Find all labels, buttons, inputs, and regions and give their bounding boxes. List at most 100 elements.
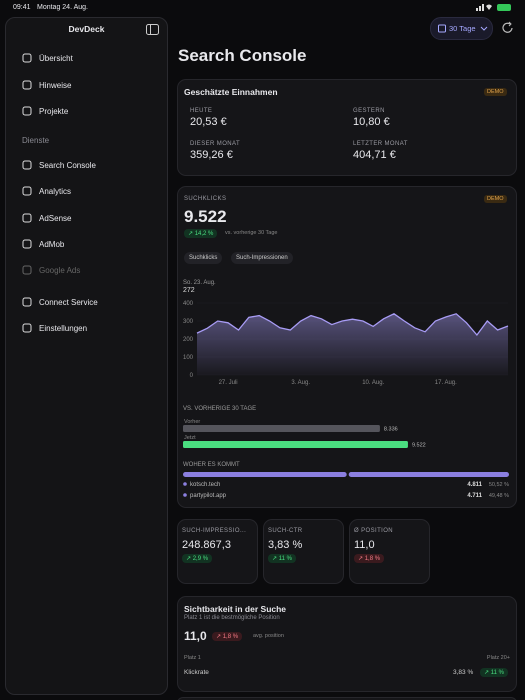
x-tick-label: 3. Aug. <box>291 380 310 386</box>
nav-icon <box>22 53 32 63</box>
icon-shape <box>22 53 32 63</box>
tooltip-date: So. 23. Aug. <box>183 280 216 286</box>
section-title: WOHER ES KOMMT <box>183 462 240 468</box>
nav-icon <box>22 265 32 275</box>
arrow: ↗ <box>188 231 195 237</box>
tab[interactable]: Suchklicks <box>184 252 223 264</box>
nav-label: Hinweise <box>39 80 72 90</box>
share-bar <box>348 472 509 477</box>
nav-item[interactable]: AdSense <box>14 211 159 226</box>
y-tick-label: 300 <box>183 319 194 325</box>
change-note: vs. vorherige 30 Tage <box>225 230 278 236</box>
range-icons <box>438 24 488 33</box>
nav-label: Analytics <box>39 187 72 197</box>
range-picker[interactable]: 30 Tage <box>430 17 493 40</box>
icon-shape <box>22 265 32 275</box>
nav-item[interactable]: Hinweise <box>14 78 159 93</box>
clicks-total: 9.522 <box>184 207 227 226</box>
metric-label: GESTERN <box>353 108 385 114</box>
tooltip-value: 272 <box>183 287 195 294</box>
x-tick-label: 17. Aug. <box>435 380 457 386</box>
metric-value: 359,26 € <box>190 149 233 161</box>
metric-value: 20,53 € <box>190 116 227 128</box>
kpi-badge: ↗ 11 % <box>268 554 296 563</box>
change-value: 1,8 % <box>364 556 381 562</box>
change-badge: ↗ 14,2 % <box>184 229 218 238</box>
sidebar: DevDeck Übersicht Hinweise Projekte Dienste… <box>5 17 168 695</box>
clicks-label: SUCHKLICKS <box>184 196 227 202</box>
source-name: partypilot.app <box>190 493 227 499</box>
nav-label: AdMob <box>39 239 65 249</box>
refresh-button[interactable] <box>501 21 515 35</box>
kpi-value: 3,83 % <box>268 539 303 551</box>
position-value: 11,0 <box>184 629 207 643</box>
nav-item[interactable]: Projekte <box>14 104 159 119</box>
legend-dot <box>183 493 187 497</box>
change-badge: ↗ 1,8 % <box>212 632 243 641</box>
card-subtitle: Platz 1 ist die bestmögliche Position <box>184 615 280 621</box>
kpi-card: SUCH-IMPRESSIO... 248.867,3 ↗ 2,9 % <box>177 519 258 584</box>
arrow: ↗ <box>484 670 491 676</box>
range-label: 30 Tage <box>449 24 476 33</box>
status-time: 09:41 <box>13 4 31 11</box>
kpi-value: 248.867,3 <box>182 539 231 551</box>
change-value: 11 % <box>278 556 292 562</box>
demo-badge: DEMO <box>484 195 507 203</box>
nav-icon <box>22 186 32 196</box>
y-tick-label: 100 <box>183 355 194 361</box>
nav-label: Connect Service <box>39 298 98 307</box>
change-value: 1,8 % <box>222 634 239 640</box>
change-value: 2,9 % <box>192 556 209 562</box>
source-name: kotsch.tech <box>190 482 220 488</box>
nav-item[interactable]: Connect Service <box>14 295 159 310</box>
kpi-label: SUCH-IMPRESSIO... <box>182 528 247 534</box>
x-tick-label: 10. Aug. <box>362 380 384 386</box>
page-title: Search Console <box>178 46 307 65</box>
nav-label: Projekte <box>39 107 69 116</box>
status-date: Montag 24. Aug. <box>37 4 88 11</box>
sidebar-toggle[interactable] <box>146 24 159 35</box>
change-value: 11 % <box>490 670 504 676</box>
source-share: 49,48 % <box>489 493 509 499</box>
tab[interactable]: Such-Impressionen <box>231 252 293 264</box>
kpi-label: Ø POSITION <box>354 528 394 534</box>
icon-shape <box>22 106 32 116</box>
demo-badge: DEMO <box>484 88 507 96</box>
metric-value: 404,71 € <box>353 149 396 161</box>
arrow: ↗ <box>186 556 193 562</box>
nav-label: Search Console <box>39 161 96 170</box>
source-value: 4.811 <box>467 482 482 488</box>
section-label: Dienste <box>22 136 50 145</box>
icon-shape <box>22 297 32 307</box>
nav-item[interactable]: Einstellungen <box>14 321 159 336</box>
icon-shape <box>22 323 32 333</box>
nav-item[interactable]: Übersicht <box>14 51 159 66</box>
nav-label: Google Ads <box>39 266 81 276</box>
icon-shape <box>22 239 32 249</box>
kpi-card: Ø POSITION 11,0 ↗ 1,8 % <box>349 519 430 584</box>
nav-item[interactable]: AdMob <box>14 237 159 252</box>
card-title: Sichtbarkeit in der Suche <box>184 604 287 614</box>
visibility-card: Sichtbarkeit in der Suche Platz 1 ist di… <box>177 596 517 692</box>
ctr-value: 3,83 % <box>453 669 474 676</box>
arrow: ↗ <box>216 634 223 640</box>
nav-icon <box>22 160 32 170</box>
nav-item[interactable]: Search Console <box>14 158 159 173</box>
nav-label: AdSense <box>39 213 72 223</box>
nav-icon <box>22 323 32 333</box>
icon-shape <box>22 213 32 223</box>
position-note: avg. position <box>253 633 284 639</box>
app-title: DevDeck <box>68 24 105 34</box>
nav-item[interactable]: Analytics <box>14 184 159 199</box>
metric-value: 10,80 € <box>353 116 390 128</box>
kpi-value: 11,0 <box>354 539 375 551</box>
ctr-label: Klickrate <box>184 669 209 676</box>
nav-icon <box>22 239 32 249</box>
kpi-badge: ↗ 1,8 % <box>354 554 385 563</box>
kpi-card: SUCH-CTR 3,83 % ↗ 11 % <box>263 519 344 584</box>
bar-label: Jetzt <box>184 435 196 441</box>
nav-item[interactable]: Google Ads <box>14 263 159 278</box>
kpi-badge: ↗ 2,9 % <box>182 554 213 563</box>
nav-label: Übersicht <box>39 54 73 63</box>
